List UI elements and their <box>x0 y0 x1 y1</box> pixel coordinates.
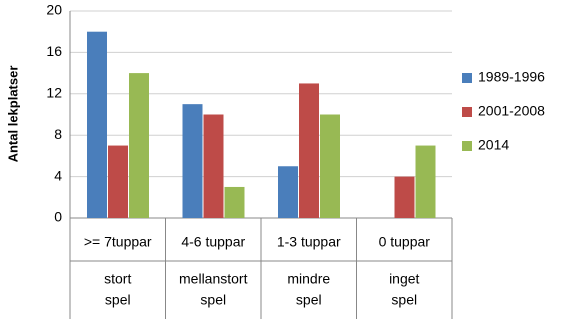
x-group-label: mellanstort <box>179 271 248 287</box>
bar <box>108 145 128 218</box>
bar <box>394 176 415 218</box>
legend-label: 2001-2008 <box>478 103 545 119</box>
x-group-label: stort <box>104 271 131 287</box>
y-tick-label: 16 <box>46 43 62 59</box>
bar <box>415 145 436 218</box>
bar <box>224 186 245 218</box>
bar <box>87 31 107 219</box>
y-tick-label: 8 <box>54 126 62 142</box>
bar <box>299 83 319 218</box>
bar <box>203 114 224 218</box>
y-tick-label: 20 <box>46 2 62 18</box>
legend-label: 2014 <box>478 137 509 153</box>
x-group-label: mindre <box>287 271 330 287</box>
legend-swatch <box>462 107 472 117</box>
bar <box>182 104 203 218</box>
legend-label: 1989-1996 <box>478 69 545 85</box>
y-tick-label: 4 <box>54 167 62 183</box>
y-tick-label: 0 <box>54 209 62 225</box>
bar <box>129 73 149 218</box>
x-group-label: inget <box>389 271 419 287</box>
y-axis-label: Antal lekplatser <box>5 66 20 163</box>
x-group-label: spel <box>200 292 226 308</box>
bar <box>278 166 298 218</box>
legend-swatch <box>462 73 472 83</box>
x-tick-label: 1-3 tuppar <box>277 234 341 250</box>
y-tick-label: 12 <box>46 85 62 101</box>
x-tick-label: 4-6 tuppar <box>181 234 245 250</box>
x-group-label: spel <box>105 292 131 308</box>
x-group-label: spel <box>391 292 417 308</box>
x-group-label: spel <box>296 292 322 308</box>
x-tick-label: 0 tuppar <box>379 234 431 250</box>
bar <box>320 114 340 218</box>
legend-swatch <box>462 141 472 151</box>
x-tick-label: >= 7tuppar <box>84 234 152 250</box>
